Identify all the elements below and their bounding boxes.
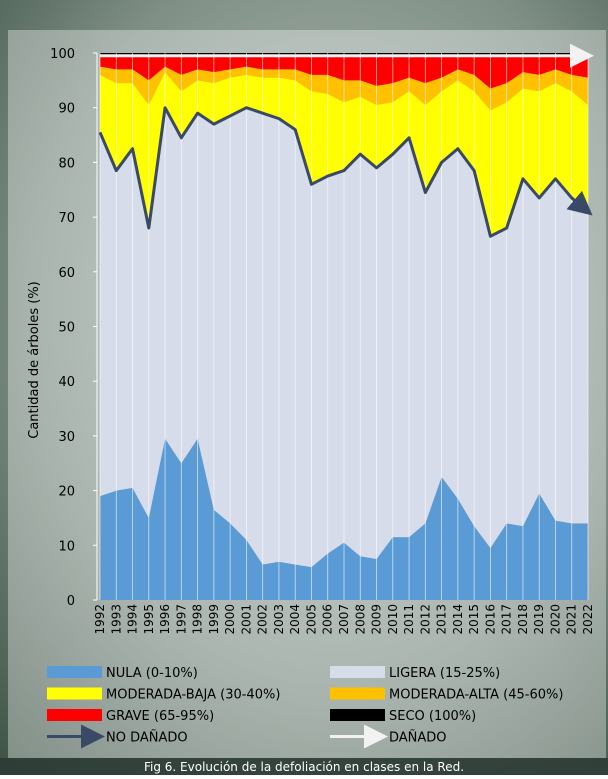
- legend-swatch: [47, 687, 102, 700]
- x-tick-label: 2013: [435, 604, 449, 635]
- x-tick-label: 2004: [288, 604, 302, 635]
- x-tick-label: 2021: [565, 604, 579, 635]
- x-tick-label: 2000: [223, 604, 237, 635]
- x-tick-label: 2016: [483, 604, 497, 635]
- legend-label: MODERADA-BAJA (30-40%): [106, 688, 280, 703]
- legend-swatch: [47, 666, 102, 678]
- y-tick-label: 50: [58, 321, 75, 336]
- legend-label: SECO (100%): [389, 709, 476, 724]
- y-tick-label: 10: [58, 539, 75, 554]
- caption: Fig 6. Evolución de la defoliación en cl…: [144, 760, 464, 774]
- x-tick-label: 2006: [321, 604, 335, 635]
- legend-label: NO DAÑADO: [106, 730, 188, 746]
- plot-area: [99, 53, 589, 600]
- legend-swatch: [330, 666, 385, 678]
- area: [100, 438, 588, 600]
- x-tick-label: 2022: [581, 604, 595, 635]
- y-tick-label: 0: [67, 594, 75, 609]
- x-tick-label: 1993: [109, 604, 123, 635]
- y-tick-label: 60: [58, 266, 75, 281]
- x-tick-label: 2017: [500, 604, 514, 635]
- y-tick-label: 70: [58, 211, 75, 226]
- x-tick-label: 2007: [337, 604, 351, 635]
- line: [98, 106, 593, 238]
- x-tick-label: 2011: [402, 604, 416, 635]
- x-tick-label: 2014: [451, 604, 465, 635]
- x-tick-label: 2020: [548, 604, 562, 635]
- x-tick-label: 2002: [256, 604, 270, 635]
- y-tick-label: 20: [58, 485, 75, 500]
- y-tick-label: 100: [50, 47, 75, 62]
- x-tick-label: 1997: [174, 604, 188, 635]
- legend-label: MODERADA-ALTA (45-60%): [389, 688, 563, 703]
- x-tick-label: 2003: [272, 604, 286, 635]
- x-tick-label: 2012: [418, 604, 432, 635]
- x-tick-label: 1992: [93, 604, 107, 635]
- y-axis-label: Cantidad de árboles (%): [27, 281, 42, 439]
- x-tick-label: 2009: [370, 604, 384, 635]
- legend-label: GRAVE (65-95%): [106, 709, 214, 724]
- legend-swatch: [47, 709, 102, 721]
- x-tick-label: 1998: [191, 604, 205, 635]
- x-tick-label: 2010: [386, 604, 400, 635]
- x-tick-label: 2015: [467, 604, 481, 635]
- legend-swatch: [330, 709, 385, 721]
- x-tick-label: 2019: [532, 604, 546, 635]
- x-tick-label: 1999: [207, 604, 221, 635]
- legend-label: LIGERA (15-25%): [389, 666, 500, 681]
- y-tick-label: 90: [58, 102, 75, 117]
- x-tick-label: 1995: [142, 604, 156, 635]
- x-tick-label: 2018: [516, 604, 530, 635]
- x-tick-label: 2005: [304, 604, 318, 635]
- legend-label: DAÑADO: [389, 730, 447, 746]
- x-tick-label: 1996: [158, 604, 172, 635]
- x-tick-label: 1994: [126, 604, 140, 635]
- x-tick-label: 2008: [353, 604, 367, 635]
- x-tick-label: 2001: [239, 604, 253, 635]
- y-tick-label: 40: [58, 375, 75, 390]
- caption-band: [0, 758, 608, 775]
- legend-swatch: [330, 687, 385, 700]
- y-tick-label: 30: [58, 430, 75, 445]
- legend-label: NULA (0-10%): [106, 666, 198, 681]
- y-tick-label: 80: [58, 156, 75, 171]
